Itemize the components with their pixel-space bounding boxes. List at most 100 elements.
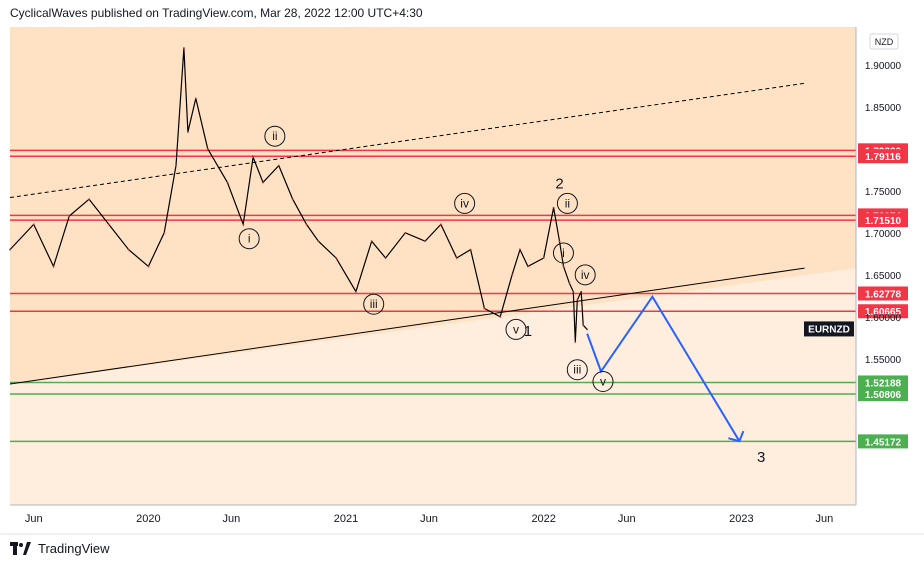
wave-label-circled: ii	[264, 125, 286, 147]
wave-label: 1	[524, 323, 532, 340]
price-point	[542, 257, 545, 259]
level-price-label: 1.71510	[865, 216, 902, 227]
wave-label-circle	[454, 192, 476, 214]
wave-label-circle	[264, 125, 286, 147]
horizontal-levels	[10, 149, 856, 443]
price-point	[568, 282, 571, 285]
projection-arrowhead	[728, 430, 745, 443]
price-point	[511, 273, 513, 276]
y-tick-label: 1.55000	[865, 355, 902, 366]
level-price-tag-bg	[858, 149, 908, 164]
wave-label: 3	[757, 449, 765, 466]
x-tick-label: 2023	[729, 513, 753, 525]
wave-label-circle	[592, 371, 614, 393]
level-price-tag: 1.60665	[858, 304, 908, 319]
price-point	[572, 290, 575, 293]
level-price-tag: 1.50806	[858, 387, 908, 402]
tradingview-logo-icon	[10, 541, 31, 555]
level-price-tag-bg	[858, 213, 908, 228]
wave-label-circled: iii	[566, 359, 588, 381]
level-price-label: 1.50806	[865, 390, 902, 401]
wave-label-circled: ii	[556, 192, 578, 214]
wave-label-text: v	[600, 375, 606, 389]
wave-label-text: ii	[565, 196, 570, 210]
wave-label-circled: v	[592, 371, 614, 393]
price-point	[107, 223, 110, 226]
wave-label-circle	[238, 228, 260, 250]
wave-label-circled: v	[505, 318, 527, 340]
x-tick-label: 2020	[136, 513, 160, 525]
y-tick-label: 1.90000	[865, 61, 902, 72]
footer: TradingView	[10, 541, 110, 556]
level-price-tag: 1.62778	[858, 286, 908, 301]
price-point	[252, 156, 255, 159]
price-point	[519, 248, 521, 251]
price-point	[242, 223, 245, 226]
price-point	[483, 307, 486, 310]
price-point	[127, 248, 130, 251]
wave-label-circled: i	[552, 242, 574, 264]
price-point	[175, 164, 177, 167]
y-tick-label: 1.65000	[865, 271, 902, 282]
wave-label-text: 2	[555, 175, 563, 192]
price-point	[576, 299, 579, 301]
level-price-tag: 1.45172	[858, 434, 908, 449]
price-point	[186, 131, 189, 133]
price-point	[291, 198, 294, 201]
wave-label-text: i	[562, 246, 565, 260]
level-price-label: 1.45172	[865, 437, 902, 448]
level-price-tag: 1.71510	[858, 213, 908, 228]
level-price-tag-bg	[858, 434, 908, 449]
price-point	[88, 198, 90, 201]
x-tick-label: 2021	[334, 513, 358, 525]
price-point	[147, 265, 150, 268]
price-point	[335, 257, 338, 259]
price-point	[305, 223, 308, 226]
wave-label-circle	[556, 192, 578, 214]
wave-label-text: i	[248, 232, 251, 246]
wave-label-text: iii	[370, 297, 378, 311]
wave-label-circle	[363, 293, 385, 315]
price-point	[226, 181, 229, 184]
wave-label-circled: iv	[454, 192, 476, 214]
symbol-tag-bg	[804, 321, 854, 337]
level-price-label: 1.52188	[865, 378, 902, 389]
price-point	[562, 265, 565, 268]
chart-background	[10, 27, 856, 505]
x-tick-label: 2022	[531, 513, 555, 525]
level-price-label: 1.60665	[865, 307, 902, 318]
price-point	[469, 248, 472, 251]
price-point	[404, 231, 407, 234]
wave-label: 2	[555, 175, 563, 192]
price-point	[52, 265, 55, 268]
price-point	[206, 147, 209, 150]
wave-label-text: 1	[524, 323, 532, 340]
x-tick-label: Jun	[815, 513, 833, 525]
trendlines	[9, 82, 805, 385]
price-point	[163, 231, 166, 234]
price-point	[582, 324, 585, 327]
price-point	[32, 223, 35, 226]
wave-label-circled: i	[238, 228, 260, 250]
price-point	[580, 290, 583, 293]
y-tick-label: 1.75000	[865, 187, 902, 198]
price-series	[9, 47, 589, 343]
level-price-tag-bg	[858, 304, 908, 319]
price-point	[277, 164, 280, 167]
price-point	[552, 206, 555, 209]
price-point	[183, 47, 185, 49]
y-tick-label: 1.60000	[865, 313, 902, 324]
level-price-label: 1.62778	[865, 289, 902, 300]
footer-brand: TradingView	[38, 541, 110, 556]
price-point	[262, 181, 264, 184]
price-point	[499, 315, 502, 318]
price-point	[370, 240, 373, 243]
projection-path	[586, 294, 745, 443]
price-point	[68, 215, 71, 217]
solid-trendline	[9, 267, 805, 385]
price-point	[586, 328, 589, 331]
level-price-tag-bg	[858, 375, 908, 390]
currency-badge: NZD	[869, 33, 899, 50]
